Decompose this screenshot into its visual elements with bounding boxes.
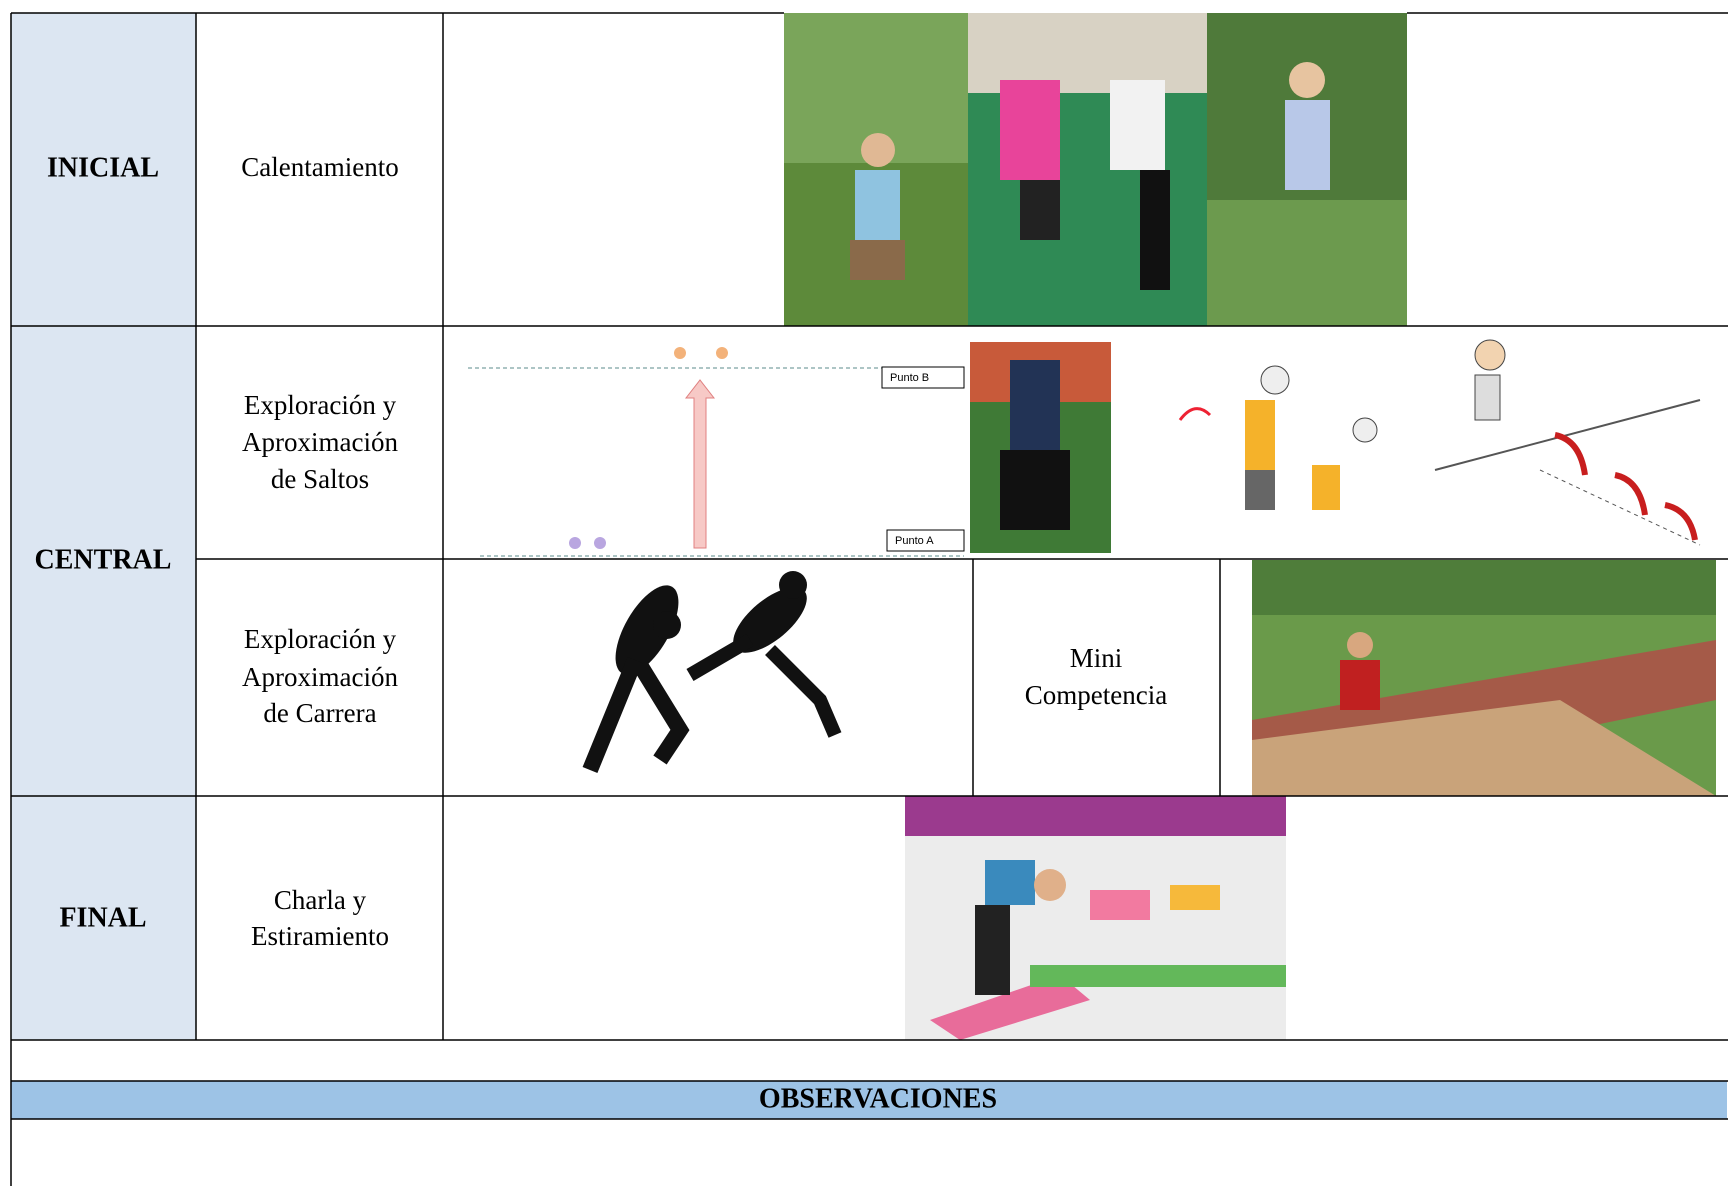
stretch-photo (905, 796, 1286, 1040)
activity-label: Calentamiento (241, 152, 398, 182)
jump-photos (970, 339, 1701, 553)
warmup-photos (784, 13, 1407, 326)
activity-label: Aproximación (242, 662, 398, 692)
mini-competition-label: Competencia (1025, 680, 1167, 710)
phase-label: INICIAL (47, 152, 159, 183)
diagram-label: Punto A (895, 535, 934, 547)
table-grid (10, 12, 1728, 1186)
jump-diagram: Punto B Punto A (468, 347, 965, 557)
phase-label: CENTRAL (35, 544, 172, 575)
cell-fills (11, 13, 1727, 1119)
activity-label: Exploración y (244, 624, 397, 654)
diagram-label: Punto B (890, 372, 929, 384)
mini-competition-label: Mini (1070, 643, 1123, 673)
run-silhouettes (582, 560, 1716, 796)
activity-label: Charla y (274, 885, 367, 915)
phase-label: FINAL (59, 902, 146, 933)
activity-label: de Carrera (263, 698, 376, 728)
activity-label: Estiramiento (251, 921, 389, 951)
activity-label: de Saltos (271, 464, 369, 494)
activity-label: Aproximación (242, 427, 398, 457)
activity-label: Exploración y (244, 390, 397, 420)
observations-title: OBSERVACIONES (759, 1083, 997, 1114)
